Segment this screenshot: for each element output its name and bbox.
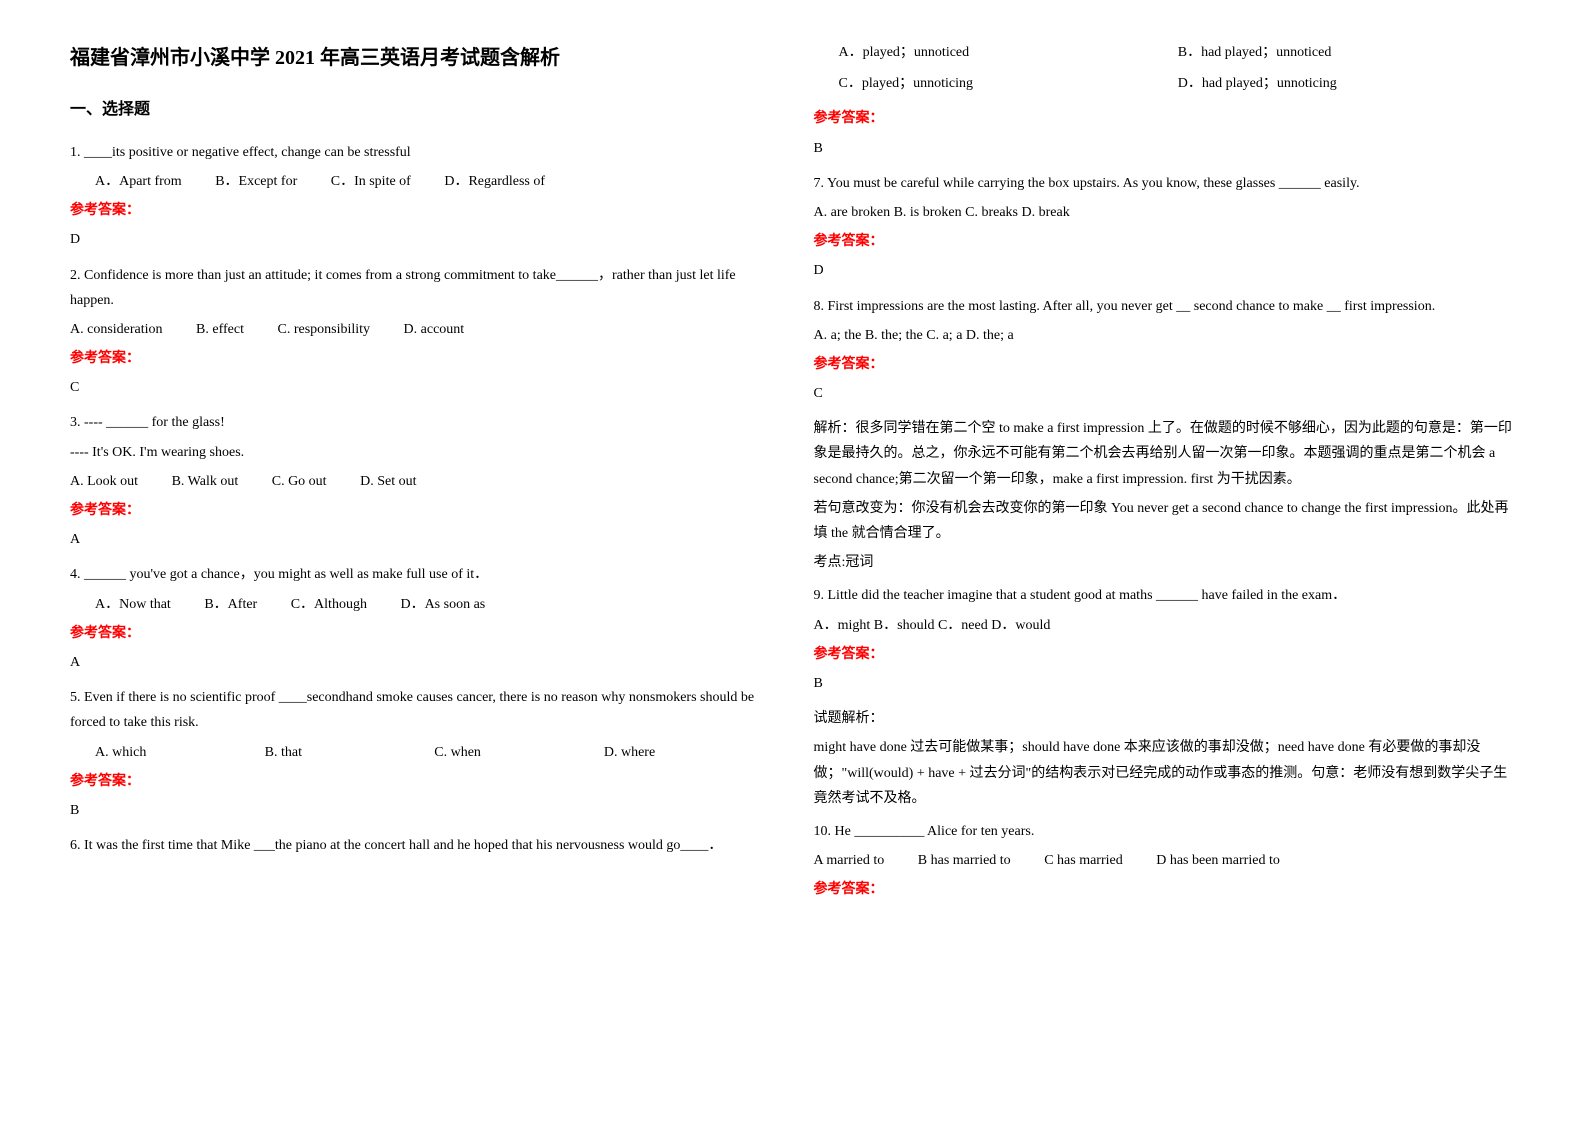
- q8-answer: C: [814, 381, 1518, 406]
- q4-option-d: D．As soon as: [400, 592, 485, 617]
- q5-option-c: C. when: [434, 740, 604, 765]
- q5-option-d: D. where: [604, 740, 774, 765]
- q4-answer-label: 参考答案：: [70, 621, 774, 646]
- q4-option-c: C．Although: [291, 592, 367, 617]
- q1-text: 1. ____its positive or negative effect, …: [70, 140, 774, 165]
- q3-option-b: B. Walk out: [172, 469, 239, 494]
- question-9: 9. Little did the teacher imagine that a…: [814, 583, 1518, 811]
- q3-answer: A: [70, 527, 774, 552]
- q9-options: A．might B．should C．need D．would: [814, 613, 1518, 638]
- question-2: 2. Confidence is more than just an attit…: [70, 263, 774, 401]
- q4-text: 4. ______ you've got a chance，you might …: [70, 562, 774, 587]
- q8-text: 8. First impressions are the most lastin…: [814, 294, 1518, 319]
- q2-option-d: D. account: [404, 317, 465, 342]
- q6-option-a: A．played；unnoticed: [839, 40, 1178, 65]
- q3-options: A. Look out B. Walk out C. Go out D. Set…: [70, 469, 774, 494]
- question-3: 3. ---- ______ for the glass! ---- It's …: [70, 410, 774, 552]
- q3-option-a: A. Look out: [70, 469, 138, 494]
- q3-line2: ---- It's OK. I'm wearing shoes.: [70, 440, 774, 465]
- q1-answer: D: [70, 227, 774, 252]
- q1-options: A．Apart from B．Except for C．In spite of …: [70, 169, 774, 194]
- q7-answer: D: [814, 258, 1518, 283]
- q7-answer-label: 参考答案：: [814, 229, 1518, 254]
- q3-option-d: D. Set out: [360, 469, 416, 494]
- q5-option-a: A. which: [95, 740, 265, 765]
- q8-exp2: 若句意改变为：你没有机会去改变你的第一印象 You never get a se…: [814, 496, 1518, 546]
- q4-option-b: B．After: [204, 592, 257, 617]
- q5-options: A. which B. that C. when D. where: [70, 740, 774, 765]
- question-10: 10. He __________ Alice for ten years. A…: [814, 819, 1518, 903]
- q10-options: A married to B has married to C has marr…: [814, 848, 1518, 873]
- question-5: 5. Even if there is no scientific proof …: [70, 685, 774, 823]
- q4-answer: A: [70, 650, 774, 675]
- q10-text: 10. He __________ Alice for ten years.: [814, 819, 1518, 844]
- q4-option-a: A．Now that: [95, 592, 171, 617]
- q2-option-c: C. responsibility: [277, 317, 370, 342]
- q1-option-b: B．Except for: [215, 169, 297, 194]
- q2-text: 2. Confidence is more than just an attit…: [70, 263, 774, 313]
- question-7: 7. You must be careful while carrying th…: [814, 171, 1518, 284]
- q9-answer-label: 参考答案：: [814, 642, 1518, 667]
- q9-text: 9. Little did the teacher imagine that a…: [814, 583, 1518, 608]
- q5-option-b: B. that: [265, 740, 435, 765]
- q10-option-c: C has married: [1044, 848, 1123, 873]
- q3-answer-label: 参考答案：: [70, 498, 774, 523]
- q10-option-b: B has married to: [918, 848, 1011, 873]
- q6-option-c: C．played；unnoticing: [839, 71, 1178, 96]
- question-1: 1. ____its positive or negative effect, …: [70, 140, 774, 253]
- q3-option-c: C. Go out: [272, 469, 327, 494]
- q6-text: 6. It was the first time that Mike ___th…: [70, 833, 774, 858]
- q5-answer-label: 参考答案：: [70, 769, 774, 794]
- q6-option-b: B．had played；unnoticed: [1178, 40, 1517, 65]
- question-6-continued: A．played；unnoticed B．had played；unnotice…: [814, 40, 1518, 161]
- q2-option-b: B. effect: [196, 317, 244, 342]
- page-title: 福建省漳州市小溪中学 2021 年高三英语月考试题含解析: [70, 40, 774, 76]
- q7-text: 7. You must be careful while carrying th…: [814, 171, 1518, 196]
- q6-answer: B: [814, 136, 1518, 161]
- q8-options: A. a; the B. the; the C. a; a D. the; a: [814, 323, 1518, 348]
- q2-answer: C: [70, 375, 774, 400]
- q1-option-d: D．Regardless of: [444, 169, 545, 194]
- q8-exp3: 考点:冠词: [814, 550, 1518, 575]
- question-6-start: 6. It was the first time that Mike ___th…: [70, 833, 774, 858]
- q6-options: A．played；unnoticed B．had played；unnotice…: [814, 40, 1518, 102]
- q9-exp-label: 试题解析：: [814, 706, 1518, 731]
- q1-option-c: C．In spite of: [331, 169, 411, 194]
- q9-answer: B: [814, 671, 1518, 696]
- section-heading: 一、选择题: [70, 96, 774, 125]
- q1-answer-label: 参考答案：: [70, 198, 774, 223]
- q9-exp1: might have done 过去可能做某事；should have done…: [814, 735, 1518, 811]
- left-column: 福建省漳州市小溪中学 2021 年高三英语月考试题含解析 一、选择题 1. __…: [50, 40, 794, 1082]
- q6-answer-label: 参考答案：: [814, 106, 1518, 131]
- q2-option-a: A. consideration: [70, 317, 163, 342]
- q3-line1: 3. ---- ______ for the glass!: [70, 410, 774, 435]
- q2-options: A. consideration B. effect C. responsibi…: [70, 317, 774, 342]
- question-8: 8. First impressions are the most lastin…: [814, 294, 1518, 576]
- q8-exp1: 解析：很多同学错在第二个空 to make a first impression…: [814, 416, 1518, 492]
- q8-answer-label: 参考答案：: [814, 352, 1518, 377]
- q10-answer-label: 参考答案：: [814, 877, 1518, 902]
- q10-option-d: D has been married to: [1156, 848, 1280, 873]
- q7-options: A. are broken B. is broken C. breaks D. …: [814, 200, 1518, 225]
- question-4: 4. ______ you've got a chance，you might …: [70, 562, 774, 675]
- q4-options: A．Now that B．After C．Although D．As soon …: [70, 592, 774, 617]
- q5-answer: B: [70, 798, 774, 823]
- q2-answer-label: 参考答案：: [70, 346, 774, 371]
- right-column: A．played；unnoticed B．had played；unnotice…: [794, 40, 1538, 1082]
- q6-option-d: D．had played；unnoticing: [1178, 71, 1517, 96]
- q1-option-a: A．Apart from: [95, 169, 182, 194]
- q5-text: 5. Even if there is no scientific proof …: [70, 685, 774, 735]
- q10-option-a: A married to: [814, 848, 885, 873]
